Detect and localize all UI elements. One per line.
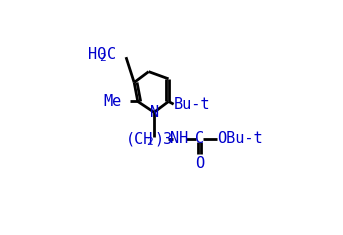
Text: OBu-t: OBu-t [217, 131, 263, 146]
Text: )3: )3 [155, 131, 173, 146]
Text: Bu-t: Bu-t [174, 97, 211, 112]
Text: C: C [107, 47, 116, 62]
Text: N: N [150, 105, 158, 120]
Text: 2: 2 [146, 137, 153, 147]
Text: NH: NH [170, 131, 189, 146]
Text: Me: Me [103, 94, 121, 109]
Text: 2: 2 [99, 53, 106, 63]
Text: HO: HO [88, 47, 106, 62]
Text: O: O [195, 156, 204, 171]
Text: C: C [195, 131, 204, 146]
Text: (CH: (CH [126, 131, 153, 146]
